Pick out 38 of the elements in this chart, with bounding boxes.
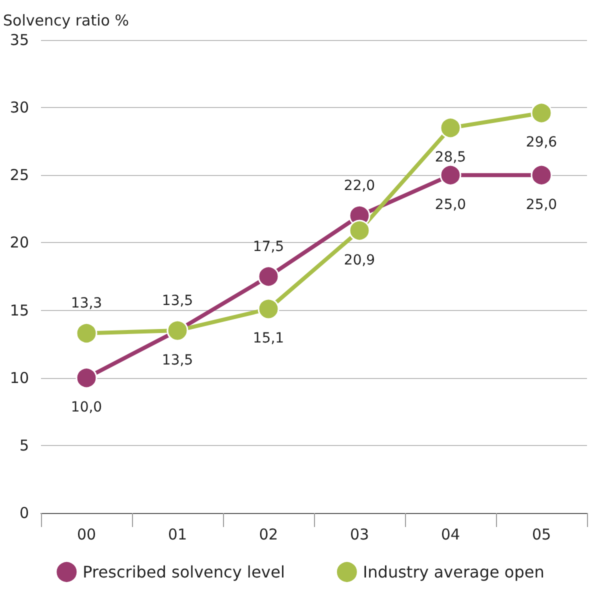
legend-label: Industry average open [362,562,544,582]
x-tick-label: 02 [258,526,278,544]
y-tick-label: 15 [10,301,29,320]
data-label: 20,9 [344,252,376,268]
legend-label: Prescribed solvency level [82,562,285,582]
point [258,266,280,288]
data-label: 22,0 [344,178,376,194]
data-label: 25,0 [526,196,558,213]
point [76,367,98,389]
data-label: 13,3 [70,296,102,312]
data-label: 13,5 [162,352,194,368]
x-tick-label: 05 [532,526,552,544]
x-tick-label: 00 [76,526,96,544]
y-axis-title: Solvency ratio % [3,12,129,30]
y-tick-label: 20 [10,234,29,252]
x-tick-label: 04 [440,526,460,544]
y-tick-label: 25 [10,166,29,184]
point [258,298,280,320]
point [348,220,370,242]
data-label: 28,5 [434,150,466,166]
y-tick-label: 5 [19,436,29,454]
y-tick-label: 0 [19,504,29,522]
y-tick-label: 35 [10,31,29,49]
y-tick-label: 10 [10,368,29,387]
point [440,117,462,139]
point [440,164,462,186]
x-tick-label: 03 [350,526,370,544]
data-label: 25,0 [434,196,466,213]
point [530,102,552,124]
point [530,164,552,186]
data-label: 29,6 [526,134,558,151]
data-label: 15,1 [252,330,284,347]
data-label: 13,5 [162,292,194,309]
y-tick-label: 30 [10,98,29,117]
data-label: 10,0 [70,400,102,416]
data-label: 17,5 [252,238,284,255]
x-tick-label: 01 [168,526,188,544]
point [76,322,98,344]
